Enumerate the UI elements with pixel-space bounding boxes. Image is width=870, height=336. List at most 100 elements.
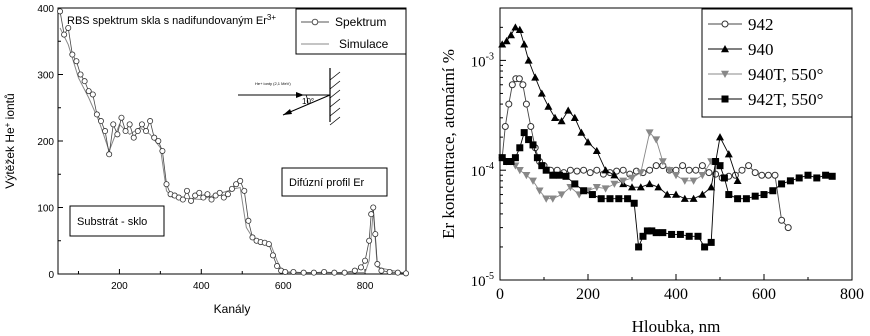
series-point: [645, 129, 654, 137]
series-point: [694, 232, 702, 240]
right-x-tick-label: 0: [496, 286, 504, 303]
spektrum-point: [106, 151, 113, 158]
series-point: [665, 166, 674, 175]
legend-marker: [721, 70, 729, 78]
series-point: [570, 113, 579, 122]
spektrum-point: [97, 118, 104, 125]
series-point: [498, 154, 506, 162]
diffusion-label: Difúzní profil Er: [289, 177, 365, 189]
right-legend: 942 940 940T, 550° 942T, 550°: [701, 8, 853, 118]
spektrum-point: [331, 269, 338, 276]
spektrum-point: [118, 114, 125, 121]
legend-label: 940: [748, 40, 774, 59]
series-point: [652, 162, 660, 170]
spektrum-point: [163, 181, 170, 188]
right-tick-group: 0 200 400 600 800 10-5 10-4 10-3: [471, 7, 864, 303]
series-point: [577, 128, 586, 136]
series-point: [586, 169, 594, 177]
hatch-line: [329, 107, 341, 117]
scattered-beam-arrowhead: [283, 109, 292, 115]
series-point: [571, 180, 579, 188]
series-point: [498, 40, 507, 48]
spektrum-point: [374, 261, 381, 268]
spektrum-point: [366, 237, 373, 244]
series-point: [680, 177, 689, 185]
series-point: [738, 166, 746, 174]
spektrum-point: [341, 269, 348, 276]
right-x-axis-label: Hloubka, nm: [632, 317, 721, 336]
spektrum-point: [362, 257, 369, 264]
series-point: [519, 81, 527, 89]
incident-beam-arrowhead: [296, 92, 304, 98]
spektrum-point: [192, 192, 199, 199]
series-point: [689, 177, 698, 185]
series-point: [537, 89, 546, 97]
series-point: [630, 199, 638, 207]
series-point: [705, 169, 713, 177]
left-y-axis-label: Výtěžek He+ iontů: [3, 93, 17, 188]
series-point: [698, 172, 707, 180]
beam-geometry-inset: He+ ionty (2,1 MeV) 10°: [238, 68, 341, 126]
right-x-tick-label: 800: [840, 286, 864, 303]
series-point: [584, 138, 592, 146]
angle-arc: [305, 94, 309, 105]
series-point: [636, 183, 645, 191]
series-point: [758, 171, 766, 179]
series-point: [588, 191, 596, 199]
series-point: [524, 56, 533, 64]
series-point: [716, 133, 724, 141]
spektrum-point: [402, 270, 409, 277]
series-point: [610, 171, 619, 179]
spektrum-point: [134, 128, 141, 135]
spektrum-point: [378, 267, 385, 274]
series-point: [760, 191, 768, 199]
spektrum-point: [77, 71, 84, 78]
series-point: [685, 232, 693, 240]
series-point: [538, 162, 546, 170]
series-point: [515, 75, 523, 83]
spektrum-point: [233, 181, 240, 188]
left-series-group: [57, 8, 409, 277]
spektrum-point: [126, 121, 133, 128]
series-point: [544, 102, 553, 110]
series-point: [672, 172, 680, 180]
left-x-tick-label: 200: [111, 281, 128, 292]
left-legend: Spektrum Simulace: [295, 8, 407, 55]
spektrum-point: [212, 192, 219, 199]
series-point: [742, 195, 750, 203]
spektrum-point: [138, 121, 145, 128]
substrate-box: [69, 205, 165, 237]
series-point: [689, 194, 698, 202]
spektrum-point: [89, 91, 96, 98]
legend-marker: [721, 20, 729, 28]
series-point: [643, 227, 651, 235]
series-point: [516, 144, 524, 152]
series-point: [734, 195, 742, 203]
series-point: [606, 195, 614, 203]
series-point: [795, 174, 803, 182]
spektrum-point: [370, 204, 377, 211]
right-y-tick-label: 10-5: [471, 271, 494, 290]
spektrum-point: [65, 24, 72, 31]
series-point: [580, 187, 588, 195]
spektrum-point: [249, 234, 256, 241]
series-point: [548, 195, 557, 203]
series-point: [619, 177, 628, 185]
left-y-tick-label: 300: [37, 71, 54, 82]
spektrum-point: [122, 128, 129, 135]
series-point: [529, 177, 537, 185]
series-point: [511, 23, 520, 31]
series-point: [658, 158, 667, 166]
angle-label: 10°: [302, 97, 314, 106]
series-point: [764, 171, 772, 179]
series-point: [628, 174, 636, 182]
series-point: [751, 192, 759, 200]
series-point: [668, 230, 676, 238]
left-y-tick-label: 400: [37, 4, 54, 15]
spektrum-point: [269, 252, 276, 259]
spektrum-point: [155, 137, 162, 144]
series-point: [507, 31, 515, 39]
spektrum-point: [81, 78, 88, 85]
spektrum-point: [216, 189, 223, 196]
left-legend-box: [295, 8, 407, 55]
